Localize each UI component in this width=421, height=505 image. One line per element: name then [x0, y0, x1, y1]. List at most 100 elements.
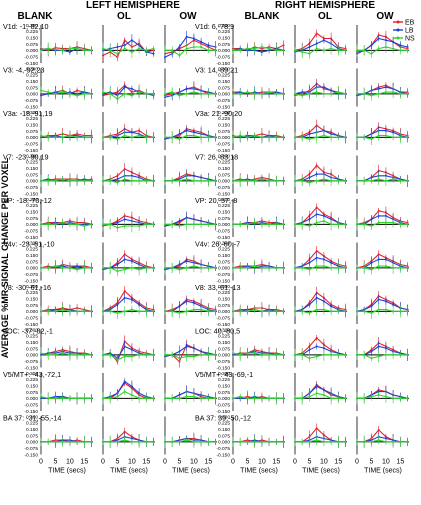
y-tick-label: 0.150 [218, 35, 230, 41]
roi-label-right: LOC: 40,-80,5 [195, 327, 240, 336]
data-point-ns [130, 179, 133, 182]
data-point-ns [54, 265, 57, 268]
data-point-ns [370, 357, 373, 360]
data-point-ns [268, 397, 271, 400]
series-line-lb [164, 345, 216, 358]
data-point-ns [192, 355, 195, 358]
data-point-ns [214, 440, 217, 443]
y-tick-label: 0.075 [26, 129, 38, 135]
data-point-ns [178, 225, 181, 228]
data-point-ns [399, 397, 402, 400]
data-point-ns [282, 179, 285, 182]
data-point-ns [214, 179, 217, 182]
y-tick-label: 0.000 [26, 135, 38, 141]
series-line-eb [294, 32, 346, 51]
timecourse-panel [40, 68, 93, 107]
data-point-ns [392, 310, 395, 313]
data-point-ns [246, 47, 249, 50]
y-tick-label: 0.075 [218, 85, 230, 91]
data-point-ns [40, 179, 42, 182]
y-tick-label: 0.150 [218, 79, 230, 85]
data-point-ns [54, 310, 57, 313]
data-point-ns [145, 179, 148, 182]
data-point-ns [392, 221, 395, 224]
y-tick-label: 0.150 [26, 427, 38, 433]
data-point-lb [370, 305, 373, 308]
data-point-ns [83, 179, 86, 182]
data-point-ns [282, 49, 285, 52]
data-point-ns [116, 52, 119, 55]
y-tick-label: 0.000 [26, 48, 38, 54]
data-point-ns [116, 181, 119, 184]
y-tick-label: 0.150 [218, 340, 230, 346]
data-point-lb [330, 89, 333, 92]
y-tick-label: -0.075 [24, 54, 38, 60]
series-line-lb [294, 257, 346, 269]
data-point-ns [363, 310, 366, 313]
timecourse-panel [294, 242, 347, 281]
data-point-lb [185, 216, 188, 219]
data-point-lb [377, 129, 380, 132]
roi-label-left: V3: -4,-92,23 [3, 66, 45, 75]
data-point-ns [171, 353, 174, 356]
data-point-ns [308, 357, 311, 360]
data-point-ns [200, 45, 203, 48]
x-tick-label: 10 [190, 459, 198, 466]
data-point-lb [185, 300, 188, 303]
data-point-ns [294, 223, 296, 226]
data-point-lb [116, 178, 119, 181]
data-point-ns [207, 266, 210, 269]
x-axis-label: TIME (secs) [110, 468, 148, 475]
y-tick-label: -0.150 [216, 104, 230, 110]
y-tick-label: 0.225 [26, 247, 38, 253]
data-point-ns [138, 440, 141, 443]
data-point-ns [47, 353, 50, 356]
data-point-ns [171, 91, 174, 94]
data-point-ns [370, 179, 373, 182]
data-point-ns [68, 266, 71, 269]
data-point-ns [68, 310, 71, 313]
roi-label-right: V1d: 6,-78,9 [195, 22, 234, 31]
data-point-ns [90, 440, 93, 443]
data-point-ns [406, 353, 409, 356]
series-line-ns [165, 46, 216, 57]
series-line-ns [40, 135, 92, 138]
y-tick-label: 0.075 [26, 85, 38, 91]
data-point-ns [370, 395, 373, 398]
y-tick-label: -0.075 [24, 272, 38, 278]
series-line-ns [295, 178, 346, 184]
data-point-ns [192, 223, 195, 226]
series-line-lb [294, 86, 346, 95]
y-tick-label: 0.225 [218, 334, 230, 340]
series-line-ns [165, 135, 216, 140]
data-point-ns [406, 92, 409, 95]
y-tick-label: 0.300 [26, 240, 38, 246]
data-point-ns [178, 397, 181, 400]
series-line-eb [294, 164, 346, 182]
data-point-ns [399, 310, 402, 313]
data-point-ns [90, 310, 93, 313]
series-line-ns [233, 265, 284, 269]
data-point-ns [356, 179, 358, 182]
data-point-ns [171, 179, 174, 182]
data-point-ns [171, 266, 174, 269]
y-tick-label: -0.150 [216, 452, 230, 458]
data-point-lb [178, 350, 181, 353]
data-point-eb [116, 174, 119, 177]
timecourse-panel [102, 242, 155, 281]
y-tick-label: 0.150 [26, 209, 38, 215]
series-line-ns [40, 48, 92, 51]
series-line-ns [295, 309, 346, 314]
series-line-lb [103, 218, 154, 225]
y-tick-label: -0.075 [216, 272, 230, 278]
data-point-ns [275, 92, 278, 95]
data-point-ns [214, 353, 217, 356]
data-point-ns [123, 92, 126, 95]
series-line-lb [295, 173, 346, 182]
data-point-ns [232, 136, 234, 139]
data-point-ns [47, 223, 50, 226]
data-point-ns [171, 223, 174, 226]
y-tick-label: -0.075 [216, 359, 230, 365]
data-point-eb [123, 253, 126, 256]
